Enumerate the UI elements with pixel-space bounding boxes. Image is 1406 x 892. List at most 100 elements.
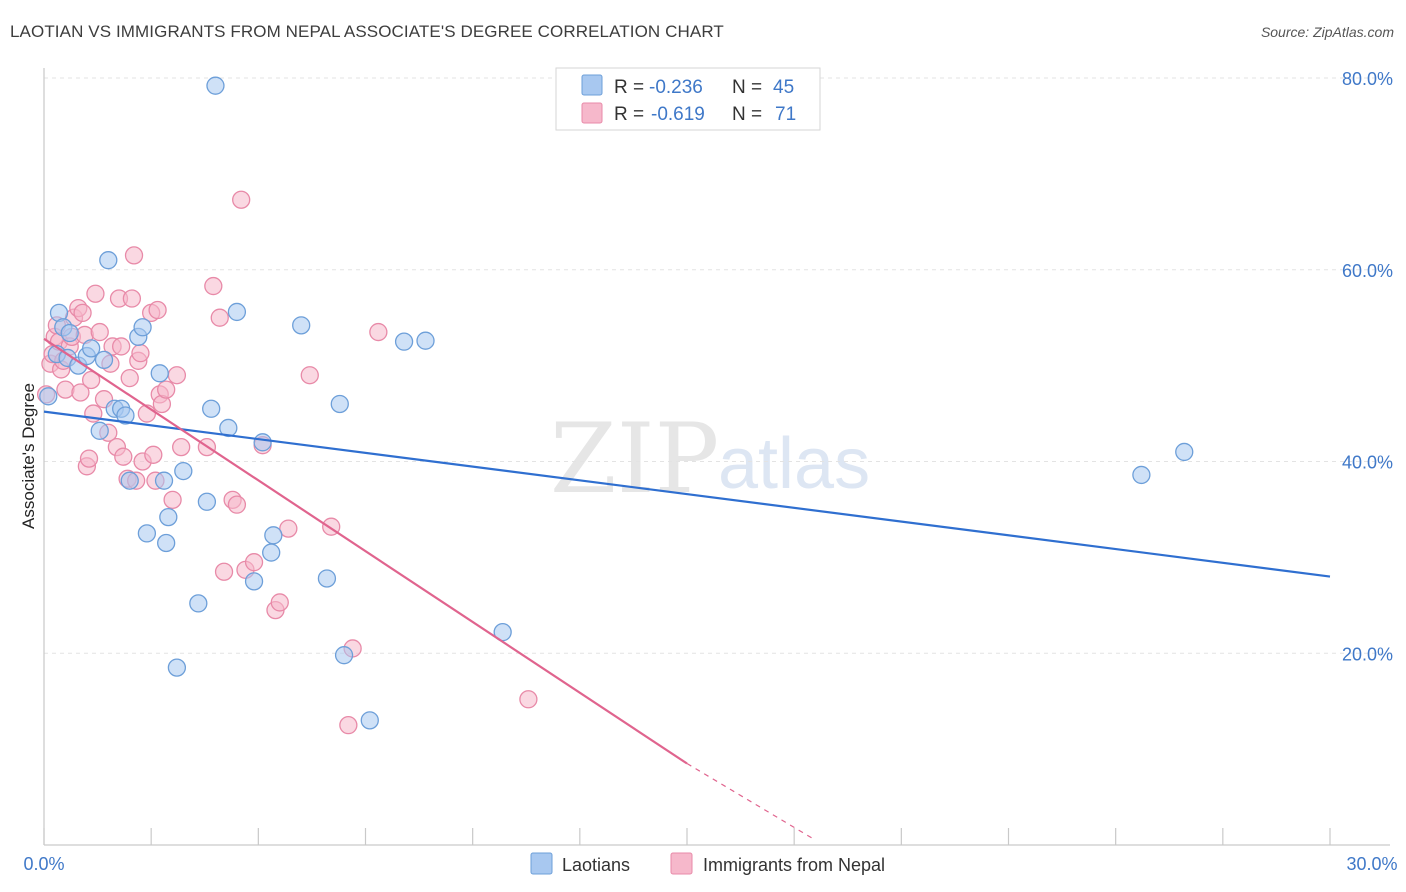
nepal-point-51: [210, 308, 229, 327]
y-tick-label-40: 40.0%: [1342, 453, 1393, 473]
laotian-point-43: [1132, 465, 1151, 485]
laotian-point-23: [167, 658, 187, 677]
x-tick-label-max: 30.0%: [1346, 854, 1397, 874]
series-legend: Laotians Immigrants from Nepal: [530, 852, 885, 875]
laotian-point-36: [317, 569, 337, 588]
legend-r-value-2: -0.619: [651, 104, 705, 125]
laotian-point-41: [416, 331, 435, 350]
legend-r-label-2: R =: [614, 104, 644, 125]
bottom-legend-swatch-nepal: [670, 852, 693, 875]
laotian-point-31: [244, 572, 264, 591]
nepal-point-40: [144, 445, 163, 464]
y-tick-label-80: 80.0%: [1342, 69, 1393, 89]
legend-n-label-1: N =: [732, 77, 762, 98]
laotian-point-39: [360, 711, 379, 730]
laotian-point-8: [82, 339, 101, 358]
chart-title: LAOTIAN VS IMMIGRANTS FROM NEPAL ASSOCIA…: [10, 22, 724, 41]
laotian-point-38: [334, 646, 354, 665]
laotian-point-14: [116, 406, 135, 425]
nepal-point-57: [244, 553, 264, 572]
trend-lines: [43, 337, 1331, 841]
laotian-point-20: [154, 471, 174, 490]
nepal-point-28: [112, 337, 131, 356]
nepal-point-31: [120, 368, 139, 388]
legend-n-label-2: N =: [732, 104, 762, 125]
nepal-point-48: [172, 437, 191, 457]
nepal-point-55: [232, 190, 251, 209]
nepal-point-50: [204, 276, 223, 296]
legend-swatch-nepal: [581, 102, 603, 124]
bottom-legend-label-laotians: Laotians: [562, 855, 630, 875]
laotian-point-18: [137, 524, 157, 543]
x-tick-label-min: 0.0%: [23, 854, 64, 874]
legend-r-value-1: -0.236: [649, 77, 703, 98]
laotian-point-0: [39, 387, 58, 406]
nepal-point-33: [124, 246, 144, 265]
laotian-point-30: [227, 302, 247, 322]
laotian-point-10: [94, 350, 114, 370]
laotian-point-21: [157, 533, 176, 553]
bottom-legend-swatch-laotians: [530, 852, 553, 875]
nepal-point-8: [56, 380, 75, 399]
laotian-trend-line: [43, 410, 1331, 578]
nepal-point-47: [167, 366, 187, 385]
laotian-point-9: [90, 421, 109, 440]
nepal-point-52: [214, 562, 234, 581]
nepal-point-62: [300, 366, 319, 385]
nepal-point-20: [86, 284, 105, 303]
nepal-point-13: [71, 383, 90, 402]
laotian-point-11: [99, 251, 118, 270]
laotian-point-26: [197, 492, 217, 511]
laotian-point-40: [394, 332, 414, 351]
laotian-point-34: [264, 526, 283, 545]
laotian-point-33: [262, 543, 281, 562]
legend-swatch-laotians: [581, 74, 603, 96]
laotian-point-25: [189, 594, 208, 613]
laotian-point-35: [292, 316, 311, 335]
laotian-point-37: [330, 394, 349, 414]
nepal-trend-line: [43, 337, 688, 765]
laotian-point-28: [206, 76, 225, 95]
bottom-legend-label-nepal: Immigrants from Nepal: [703, 855, 885, 875]
nepal-point-61: [279, 519, 298, 538]
laotian-point-19: [150, 364, 169, 383]
nepal-point-21: [90, 322, 109, 342]
nepal-point-18: [82, 370, 101, 390]
y-tick-labels: 20.0% 40.0% 60.0% 80.0%: [1342, 69, 1393, 664]
legend-n-value-2: 71: [775, 104, 796, 125]
nepal-point-17: [79, 449, 99, 468]
nepal-point-46: [163, 490, 182, 510]
watermark-zip: ZIP: [550, 403, 719, 515]
laotian-point-29: [219, 418, 238, 438]
nepal-point-14: [73, 303, 92, 323]
x-ticks: [43, 828, 1331, 845]
laotian-point-22: [159, 507, 178, 527]
laotian-point-32: [253, 433, 272, 452]
source-label: Source: ZipAtlas.com: [1260, 24, 1394, 40]
y-tick-label-60: 60.0%: [1342, 261, 1393, 281]
laotian-point-24: [174, 461, 193, 481]
y-axis-label: Associate's Degree: [19, 383, 38, 529]
laotian-point-44: [1175, 442, 1194, 462]
nepal-point-64: [339, 716, 358, 735]
laotian-point-5: [60, 323, 79, 343]
nepal-point-29: [114, 447, 133, 466]
nepal-point-60: [270, 593, 289, 612]
y-tick-label-20: 20.0%: [1342, 644, 1393, 664]
nepal-point-67: [519, 690, 538, 709]
watermark-atlas: atlas: [718, 424, 870, 504]
laotian-point-27: [202, 399, 221, 418]
legend-r-label-1: R =: [614, 77, 644, 98]
laotian-point-15: [120, 471, 139, 490]
nepal-point-42: [148, 300, 167, 320]
nepal-point-54: [227, 495, 247, 514]
nepal-point-45: [157, 380, 176, 399]
nepal-points: [36, 190, 538, 735]
legend-n-value-1: 45: [773, 77, 794, 98]
correlation-legend: R = -0.236 N = 45 R = -0.619 N = 71: [555, 67, 821, 131]
nepal-point-32: [122, 289, 142, 308]
nepal-point-66: [369, 322, 388, 342]
laotian-point-17: [133, 318, 152, 337]
nepal-trend-line-extension: [686, 762, 816, 841]
